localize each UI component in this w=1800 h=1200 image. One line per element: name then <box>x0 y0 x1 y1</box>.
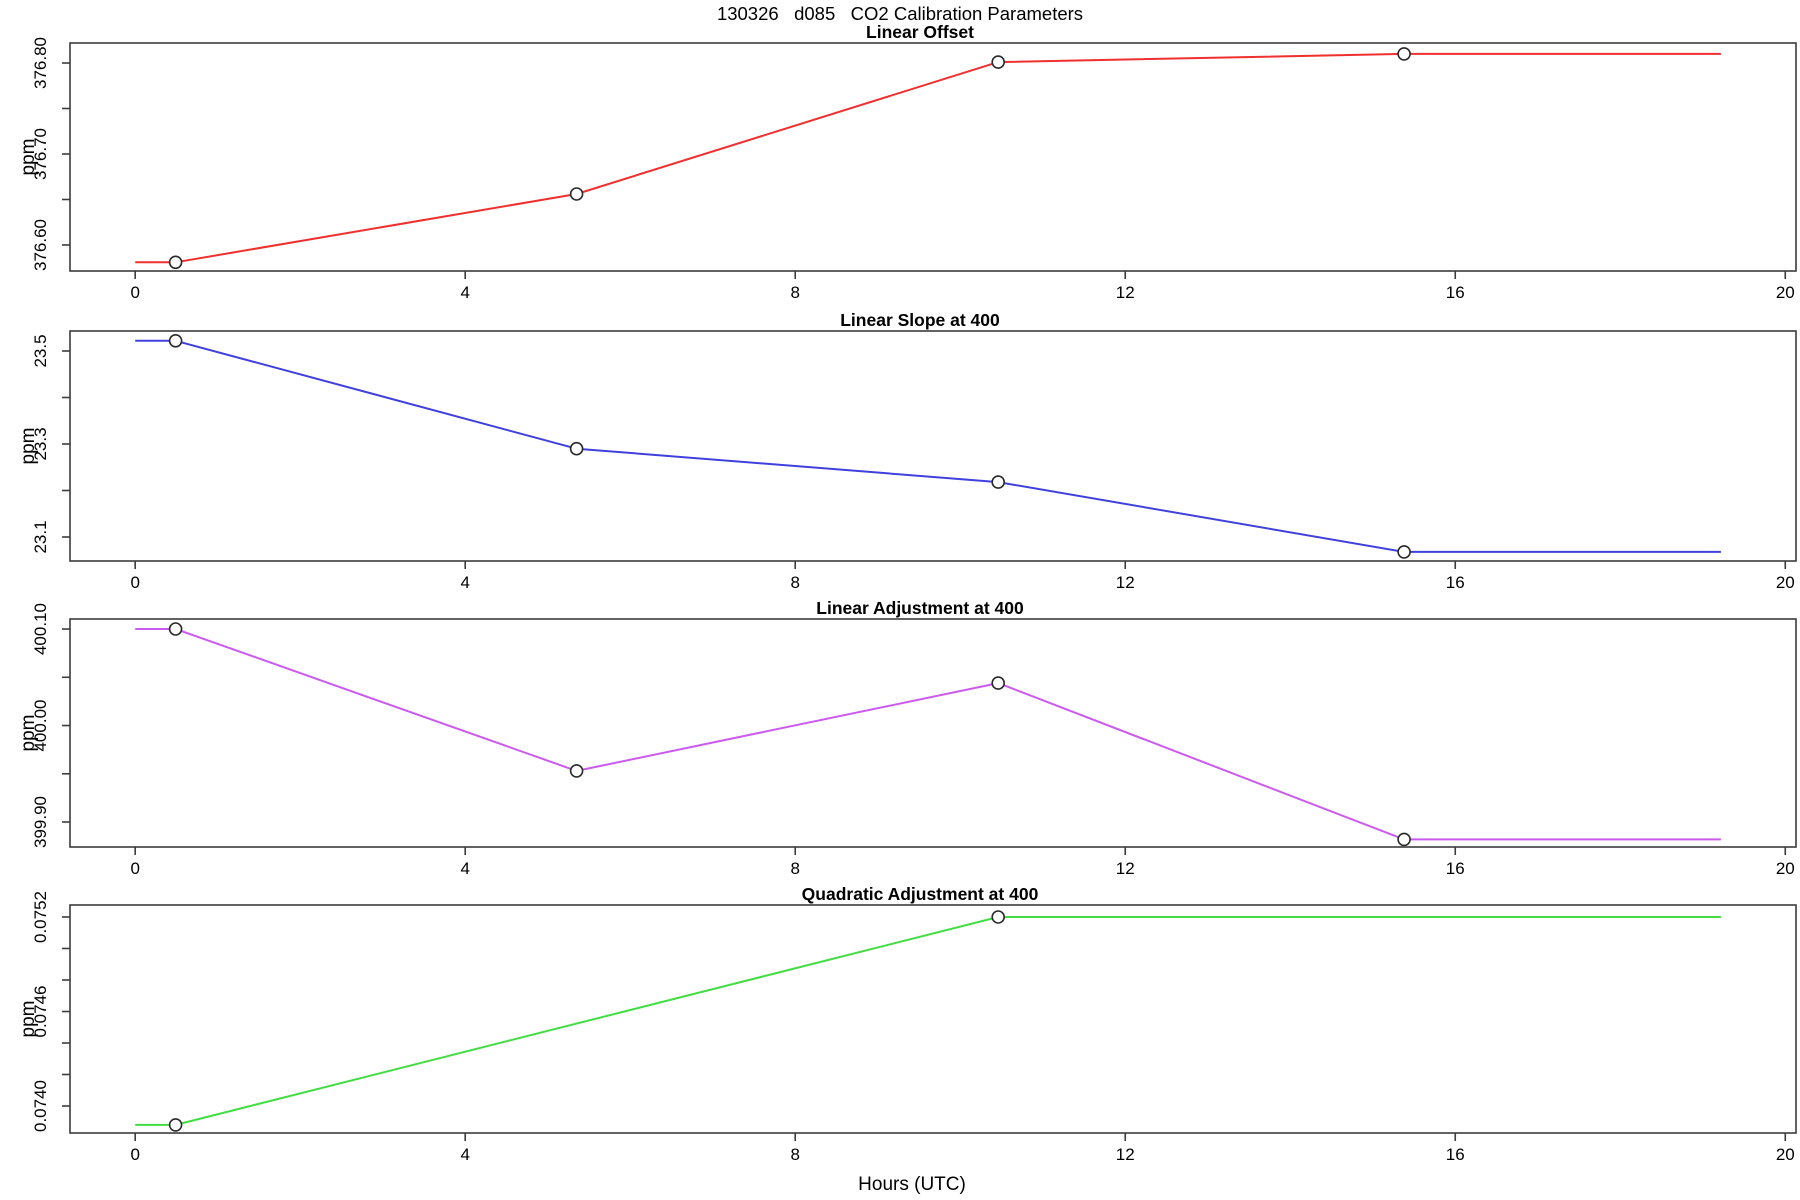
chart-main-title: 130326 d085 CO2 Calibration Parameters <box>717 3 1083 24</box>
x-tick-label: 12 <box>1116 283 1135 302</box>
y-tick-label: 23.1 <box>31 520 50 553</box>
y-tick-label: 400.00 <box>31 700 50 752</box>
panel-1: Linear Offset ppm 376.60 376.70 376.80 0 4 8 12 1… <box>18 22 1797 302</box>
panel-title: Linear Offset <box>866 22 974 42</box>
x-tick-label: 8 <box>790 283 799 302</box>
y-tick-label: 376.60 <box>31 219 50 271</box>
x-tick-label: 20 <box>1776 859 1795 878</box>
y-axis-label: ppm <box>18 1001 39 1038</box>
plot-box <box>69 330 1797 562</box>
x-tick-label: 0 <box>130 573 139 592</box>
data-point-marker <box>168 255 183 270</box>
y-axis-label: ppm <box>18 428 39 465</box>
data-point-marker <box>569 764 584 778</box>
x-tick-label: 20 <box>1776 573 1795 592</box>
y-tick-label: 376.80 <box>31 37 50 89</box>
data-point-marker <box>1397 545 1411 559</box>
data-point-marker <box>991 55 1006 69</box>
y-tick-label: 0.0746 <box>31 986 50 1038</box>
y-tick-label: 0.0752 <box>31 891 50 943</box>
x-tick-label: 8 <box>790 1145 799 1164</box>
panels-container: Linear Offset ppm 376.60 376.70 376.80 0 4 8 12 1… <box>18 22 1797 1164</box>
data-point-marker <box>168 333 183 348</box>
x-tick-label: 4 <box>460 859 469 878</box>
x-tick-label: 16 <box>1446 859 1465 878</box>
x-tick-label: 8 <box>790 859 799 878</box>
x-tick-label: 12 <box>1116 1145 1135 1164</box>
x-tick-label: 0 <box>130 859 139 878</box>
panel-3: Linear Adjustment at 400 ppm 399.90 400.00 4… <box>18 598 1797 878</box>
series-line <box>135 628 1721 841</box>
y-tick-label: 376.70 <box>31 128 50 180</box>
y-tick-label: 400.10 <box>31 603 50 655</box>
data-point-marker <box>991 475 1006 489</box>
data-point-marker <box>569 441 584 456</box>
panel-2: Linear Slope at 400 ppm 23.1 23.3 23.5 0 4 8 12 1… <box>18 310 1797 592</box>
plot-box <box>69 618 1797 848</box>
y-tick-label: 399.90 <box>31 796 50 848</box>
x-tick-label: 12 <box>1116 573 1135 592</box>
y-tick-label: 0.0740 <box>31 1080 50 1132</box>
plot-box <box>69 904 1797 1134</box>
x-tick-label: 16 <box>1446 1145 1465 1164</box>
y-tick-label: 23.5 <box>31 334 50 367</box>
x-tick-label: 12 <box>1116 859 1135 878</box>
data-point-marker <box>991 676 1006 690</box>
y-axis-label: ppm <box>18 715 39 752</box>
y-tick-label: 23.3 <box>31 427 50 460</box>
series-line <box>135 916 1721 1126</box>
x-tick-label: 8 <box>790 573 799 592</box>
x-axis-label: Hours (UTC) <box>858 1174 966 1195</box>
data-point-marker <box>168 1118 183 1132</box>
x-tick-label: 20 <box>1776 1145 1795 1164</box>
panel-title: Quadratic Adjustment at 400 <box>802 884 1039 904</box>
data-point-marker <box>1397 47 1411 61</box>
x-tick-label: 4 <box>460 573 469 592</box>
series-line <box>135 52 1721 264</box>
panel-4: Quadratic Adjustment at 400 ppm 0.0740 0.07… <box>18 884 1797 1164</box>
x-tick-label: 0 <box>130 1145 139 1164</box>
panel-title: Linear Slope at 400 <box>840 310 1000 330</box>
plot-box <box>69 42 1797 272</box>
x-tick-label: 4 <box>460 283 469 302</box>
x-tick-label: 0 <box>130 283 139 302</box>
series-line <box>135 339 1721 553</box>
x-tick-label: 4 <box>460 1145 469 1164</box>
x-tick-label: 20 <box>1776 283 1795 302</box>
y-axis-label: ppm <box>18 139 39 176</box>
data-point-marker <box>168 622 183 636</box>
x-tick-label: 16 <box>1446 573 1465 592</box>
data-point-marker <box>1397 832 1411 847</box>
x-tick-label: 16 <box>1446 283 1465 302</box>
panel-title: Linear Adjustment at 400 <box>816 598 1024 618</box>
data-point-marker <box>991 910 1006 924</box>
data-point-marker <box>569 187 584 201</box>
